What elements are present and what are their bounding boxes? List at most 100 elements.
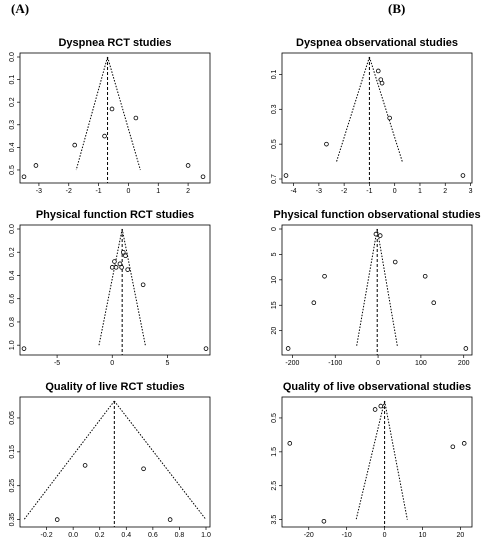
plot-1-point bbox=[33, 163, 39, 168]
plot-4-ytick-label: 15 bbox=[271, 301, 278, 309]
plot-5-xtick-label: 0.6 bbox=[148, 532, 158, 539]
plot-4-xtick-label: 0 bbox=[376, 360, 380, 367]
plot-1-funnel-left bbox=[75, 56, 109, 171]
plot-1-ytick-label: 0.4 bbox=[9, 142, 16, 152]
plot-6-xtick-label: 20 bbox=[457, 532, 465, 539]
plot-5-xtick-label: 0.8 bbox=[175, 532, 185, 539]
plot-3-point bbox=[119, 265, 124, 270]
plot-1-xtick-label: 1 bbox=[156, 188, 160, 195]
plot-3-funnel-right bbox=[121, 228, 146, 346]
plot-2-frame bbox=[281, 52, 473, 184]
plot-2-xtick-label: 3 bbox=[469, 188, 473, 195]
plot-5-xtick-label: -0.2 bbox=[41, 532, 53, 539]
plot-4-point bbox=[373, 231, 379, 237]
plot-1-funnel-right bbox=[107, 56, 141, 171]
plot-5-ytick-label: 0.15 bbox=[9, 445, 16, 459]
plot-2-title: Dyspnea observational studies bbox=[296, 37, 458, 49]
plot-6-xtick-label: -10 bbox=[342, 532, 352, 539]
plot-5-funnel-left bbox=[23, 400, 115, 520]
plot-2-point bbox=[375, 68, 381, 74]
plot-1-ytick-label: 0.0 bbox=[9, 52, 16, 62]
plot-1-ytick-label: 0.3 bbox=[9, 120, 16, 130]
plot-6-xtick-label: 10 bbox=[419, 532, 427, 539]
plot-6-frame bbox=[281, 396, 473, 528]
plot-4-point bbox=[285, 346, 291, 351]
plot-4-point bbox=[422, 273, 428, 279]
plot-6-point bbox=[321, 519, 327, 524]
plot-4-point bbox=[322, 273, 327, 279]
plot-4-title: Physical function observational studies bbox=[273, 209, 480, 221]
plot-3-point bbox=[113, 265, 119, 270]
plot-1-xtick-label: 2 bbox=[186, 188, 190, 195]
plot-4-funnel-right bbox=[376, 228, 398, 347]
plot-4-funnel-left bbox=[356, 228, 378, 347]
plot-3-xtick-label: 5 bbox=[165, 360, 169, 367]
plot-6-point bbox=[287, 441, 293, 446]
plot-4-ytick-label: 20 bbox=[271, 327, 278, 335]
plot-2-ytick-label: 0.5 bbox=[271, 139, 278, 149]
plot-3-point bbox=[120, 249, 126, 255]
plot-4-xtick-label: 100 bbox=[415, 360, 427, 367]
plot-5-point bbox=[54, 517, 60, 522]
plot-2-funnel-right bbox=[368, 56, 403, 162]
plot-2-ytick-label: 0.3 bbox=[271, 104, 278, 114]
plot-6-ytick-label: 2.5 bbox=[271, 481, 278, 491]
plot-1-xtick-label: -2 bbox=[66, 188, 72, 195]
plot-3-point bbox=[140, 282, 146, 288]
plot-4-point bbox=[463, 346, 469, 351]
plot-2-point bbox=[324, 141, 329, 147]
plot-2-funnel-left bbox=[336, 56, 370, 162]
plot-3-xtick-label: 0 bbox=[110, 360, 114, 367]
plot-2-ytick-label: 0.1 bbox=[271, 69, 278, 79]
plot-1-xtick-label: -1 bbox=[95, 188, 101, 195]
plot-2-xtick-label: 1 bbox=[418, 188, 422, 195]
plot-1-ytick-label: 0.2 bbox=[9, 97, 16, 107]
plot-4-xtick-label: 200 bbox=[458, 360, 470, 367]
plot-2-point bbox=[379, 80, 385, 86]
plot-5-point bbox=[82, 463, 88, 468]
plot-5-frame bbox=[19, 396, 211, 528]
plot-3-ytick-label: 0.6 bbox=[9, 294, 16, 304]
plot-2-xtick-label: -1 bbox=[366, 188, 372, 195]
plot-3-point bbox=[112, 259, 117, 264]
plot-5-ytick-label: 0.25 bbox=[9, 479, 16, 493]
plot-2-ytick-label: 0.7 bbox=[271, 174, 278, 184]
plot-5-funnel-right bbox=[113, 400, 207, 520]
plot-4-xtick-label: -100 bbox=[328, 360, 342, 367]
plot-4-ytick-label: 5 bbox=[271, 252, 278, 256]
plot-1-point bbox=[133, 115, 139, 121]
plot-2-xtick-label: 2 bbox=[443, 188, 447, 195]
plot-1-title: Dyspnea RCT studies bbox=[58, 37, 171, 49]
plot-1-xtick-label: 0 bbox=[126, 188, 130, 195]
plot-2-xtick-label: -3 bbox=[316, 188, 322, 195]
plot-3-frame bbox=[19, 224, 211, 356]
plot-6-ytick-label: 3.5 bbox=[271, 515, 278, 525]
panel-label-b: (B) bbox=[388, 1, 406, 16]
plot-5-point bbox=[141, 466, 146, 472]
plot-3-ytick-label: 0.8 bbox=[9, 317, 16, 327]
plot-1-point bbox=[21, 174, 27, 180]
plot-5-ytick-label: 0.05 bbox=[9, 411, 16, 425]
plot-3-point bbox=[21, 346, 27, 351]
plot-1-xtick-label: -3 bbox=[36, 188, 42, 195]
plot-6-point bbox=[378, 403, 384, 409]
plot-3-point bbox=[123, 253, 128, 259]
plot-6-xtick-label: -20 bbox=[304, 532, 314, 539]
plot-2-xtick-label: -4 bbox=[290, 188, 296, 195]
plot-5-ytick-label: 0.35 bbox=[9, 513, 16, 527]
panel-label-a: (A) bbox=[11, 1, 30, 16]
plot-2-point bbox=[460, 173, 466, 178]
plot-1-ytick-label: 0.5 bbox=[9, 165, 16, 175]
plot-6-ytick-label: 1.5 bbox=[271, 447, 278, 457]
plot-1-point bbox=[72, 142, 78, 148]
plot-6-funnel-left bbox=[355, 400, 386, 520]
plot-5-point bbox=[167, 517, 173, 522]
plot-4-xtick-label: -200 bbox=[285, 360, 299, 367]
plot-6-ytick-label: 0.5 bbox=[271, 413, 278, 423]
plot-5-xtick-label: 0.2 bbox=[95, 532, 105, 539]
plot-3-ytick-label: 0.2 bbox=[9, 247, 16, 257]
plot-1-point bbox=[102, 133, 107, 139]
plot-3-point bbox=[109, 265, 115, 270]
plot-6-point bbox=[372, 407, 378, 412]
